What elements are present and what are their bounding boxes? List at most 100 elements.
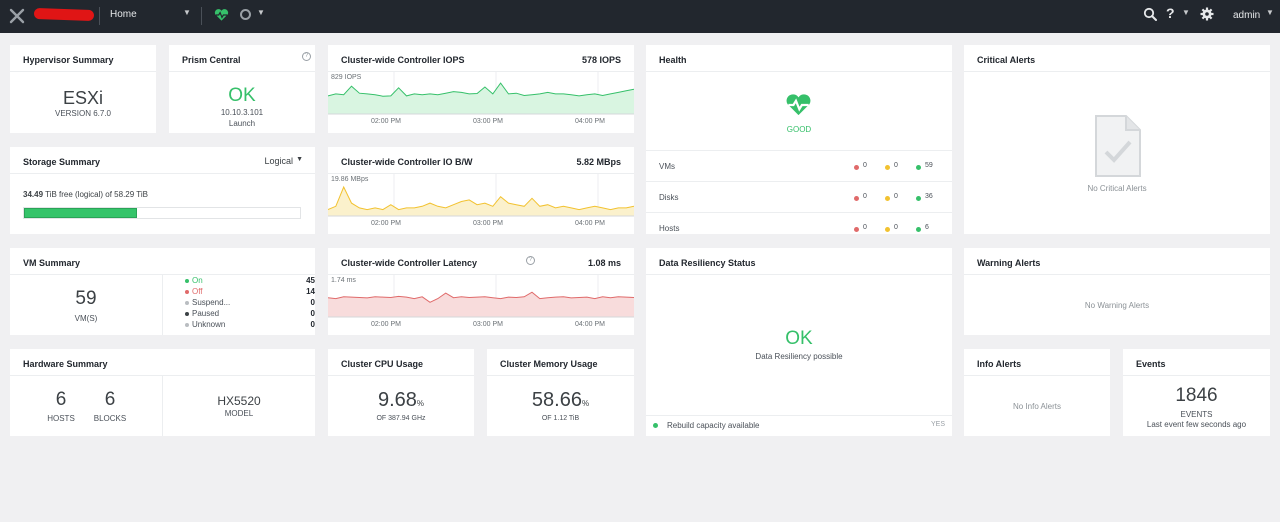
hardware-summary-widget[interactable]: Hardware Summary 6 HOSTS 6 BLOCKS HX5520… <box>10 349 315 436</box>
x-tick-label: 02:00 PM <box>371 321 401 328</box>
hypervisor-name: ESXi <box>62 88 104 108</box>
chevron-down-icon[interactable]: ▼ <box>257 8 265 17</box>
memory-capacity: OF 1.12 TiB <box>541 415 580 422</box>
state-value: 0 <box>310 298 315 307</box>
critical-count: 0 <box>863 193 867 200</box>
events-widget[interactable]: Events 1846 EVENTS Last event few second… <box>1123 349 1270 436</box>
controller-io-bw-widget[interactable]: Cluster-wide Controller IO B/W 5.82 MBps… <box>328 147 634 234</box>
divider <box>162 376 163 436</box>
cpu-usage-value: 9.68 <box>377 389 417 411</box>
widget-header: Cluster-wide Controller IO B/W 5.82 MBps <box>328 147 634 174</box>
model-label: MODEL <box>224 409 254 418</box>
health-heart-icon[interactable] <box>214 8 229 22</box>
chevron-down-icon[interactable]: ▼ <box>183 8 191 17</box>
empty-message: No Info Alerts <box>1012 402 1062 411</box>
widget-title: Critical Alerts <box>977 55 1036 65</box>
latency-chart[interactable] <box>328 275 634 333</box>
row-label: VMs <box>659 162 675 171</box>
widget-header: Data Resiliency Status <box>646 248 952 275</box>
x-tick-label: 02:00 PM <box>371 118 401 125</box>
widget-title: Cluster-wide Controller Latency <box>341 258 478 268</box>
chevron-down-icon[interactable]: ▼ <box>1266 8 1274 17</box>
state-dot <box>185 323 189 327</box>
warning-count: 0 <box>894 193 898 200</box>
iops-chart[interactable] <box>328 72 634 130</box>
widget-header: Prism Central <box>169 45 315 72</box>
event-count-label: EVENTS <box>1180 410 1213 419</box>
y-max-label: 19.86 MBps <box>331 176 369 183</box>
x-tick-label: 03:00 PM <box>473 118 503 125</box>
rebuild-capacity-value: YES <box>930 421 945 428</box>
vm-count-label: VM(S) <box>74 314 98 323</box>
status-dot <box>653 423 658 428</box>
widget-title: Health <box>659 55 687 65</box>
cpu-capacity: OF 387.94 GHz <box>376 415 426 422</box>
prism-status: OK <box>228 85 256 106</box>
bandwidth-chart[interactable] <box>328 174 634 232</box>
storage-mode-dropdown[interactable]: Logical <box>264 156 293 166</box>
controller-iops-widget[interactable]: Cluster-wide Controller IOPS 578 IOPS 82… <box>328 45 634 133</box>
info-alerts-widget[interactable]: Info Alerts No Info Alerts <box>964 349 1110 436</box>
chevron-down-icon[interactable]: ▼ <box>1182 8 1190 17</box>
health-row-disks[interactable]: Disks 0 0 36 <box>646 181 952 212</box>
chart-area-fill <box>328 83 634 114</box>
storage-summary-widget[interactable]: Storage Summary Logical ▼ 34.49 TiB free… <box>10 147 315 234</box>
vm-summary-widget[interactable]: VM Summary 59 VM(S) On 45 Off 14 Suspend..… <box>10 248 315 335</box>
vm-state-suspended[interactable]: Suspend... 0 <box>185 298 315 309</box>
chart-series-line <box>328 291 634 303</box>
prism-launch-link[interactable]: Launch <box>228 119 256 128</box>
user-menu[interactable]: admin <box>1233 10 1261 21</box>
info-icon[interactable]: ? <box>526 256 535 265</box>
redacted-cluster-name <box>33 7 95 22</box>
gear-icon[interactable] <box>1200 7 1214 21</box>
health-row-hosts[interactable]: Hosts 0 0 6 <box>646 212 952 243</box>
health-widget[interactable]: Health GOOD VMs 0 0 59 Disks 0 0 36 Host… <box>646 45 952 234</box>
warning-alerts-widget[interactable]: Warning Alerts No Warning Alerts <box>964 248 1270 335</box>
host-count: 6 <box>55 389 67 410</box>
widget-title: Cluster-wide Controller IO B/W <box>341 157 473 167</box>
critical-alerts-widget[interactable]: Critical Alerts No Critical Alerts <box>964 45 1270 234</box>
widget-header: Cluster CPU Usage <box>328 349 474 376</box>
widget-header: Cluster-wide Controller IOPS 578 IOPS <box>328 45 634 72</box>
current-bandwidth: 5.82 MBps <box>576 157 621 167</box>
cpu-usage-widget[interactable]: Cluster CPU Usage 9.68% OF 387.94 GHz <box>328 349 474 436</box>
widget-header: Health <box>646 45 952 72</box>
vm-state-paused[interactable]: Paused 0 <box>185 309 315 320</box>
alerts-circle-icon[interactable] <box>240 9 251 20</box>
chevron-down-icon[interactable]: ▼ <box>296 156 303 163</box>
vm-state-list: On 45 Off 14 Suspend... 0 Paused 0 Unknown 0 <box>185 276 315 331</box>
widget-header: Storage Summary Logical ▼ <box>10 147 315 174</box>
info-icon[interactable]: ? <box>302 52 311 61</box>
state-value: 45 <box>306 276 315 285</box>
storage-usage-fill <box>24 208 138 218</box>
vm-state-unknown[interactable]: Unknown 0 <box>185 320 315 331</box>
vm-state-on[interactable]: On 45 <box>185 276 315 287</box>
prism-central-widget[interactable]: Prism Central ? OK 10.10.3.101 Launch <box>169 45 315 133</box>
search-icon[interactable] <box>1143 7 1157 21</box>
good-count: 59 <box>925 162 933 169</box>
vm-state-off[interactable]: Off 14 <box>185 287 315 298</box>
memory-usage-value-group: 58.66% <box>487 389 634 412</box>
state-dot <box>185 312 189 316</box>
critical-dot <box>854 196 859 201</box>
block-count-label: BLOCKS <box>93 414 127 423</box>
host-count-label: HOSTS <box>47 414 75 423</box>
state-label: Paused <box>192 309 220 318</box>
hypervisor-summary-widget[interactable]: Hypervisor Summary ESXi VERSION 6.7.0 <box>10 45 156 133</box>
state-label: Unknown <box>192 320 226 329</box>
help-icon[interactable]: ? <box>1166 5 1175 21</box>
x-tick-label: 04:00 PM <box>575 118 605 125</box>
state-value: 14 <box>306 287 315 296</box>
controller-latency-widget[interactable]: Cluster-wide Controller Latency 1.08 ms … <box>328 248 634 335</box>
nutanix-logo-icon[interactable] <box>9 8 25 24</box>
home-menu[interactable]: Home <box>110 9 137 20</box>
health-row-vms[interactable]: VMs 0 0 59 <box>646 150 952 181</box>
widget-title: Storage Summary <box>23 157 101 167</box>
state-label: On <box>192 276 203 285</box>
health-heart-icon <box>786 94 811 116</box>
good-count: 6 <box>925 224 929 231</box>
memory-usage-widget[interactable]: Cluster Memory Usage 58.66% OF 1.12 TiB <box>487 349 634 436</box>
data-resiliency-widget[interactable]: Data Resiliency Status OK Data Resilienc… <box>646 248 952 436</box>
widget-title: Prism Central <box>182 55 241 65</box>
widget-title: Hypervisor Summary <box>23 55 114 65</box>
